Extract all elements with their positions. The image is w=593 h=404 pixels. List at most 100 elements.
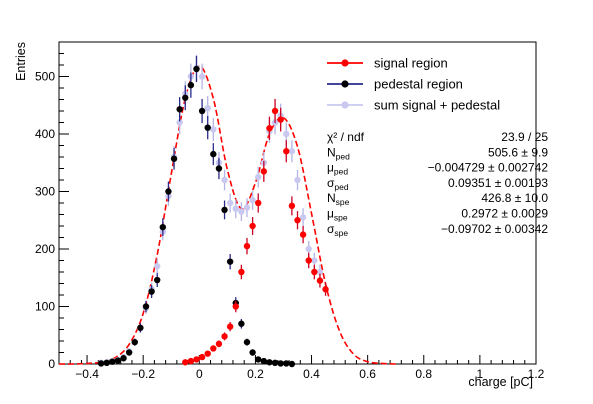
x-tick-label: 0 bbox=[196, 367, 203, 381]
stats-param-name: σped bbox=[327, 176, 349, 192]
data-point bbox=[266, 125, 273, 132]
stats-row: σped 0.09351 ± 0.00193 bbox=[327, 176, 548, 192]
x-tick-label: −0.2 bbox=[131, 367, 155, 381]
data-point bbox=[238, 320, 245, 327]
x-tick-label: −0.4 bbox=[75, 367, 99, 381]
stats-param-name: σspe bbox=[327, 222, 348, 238]
x-tick-label: 0.4 bbox=[303, 367, 320, 381]
stats-row: χ² / ndf 23.9 / 25 bbox=[327, 130, 548, 144]
data-point bbox=[316, 277, 324, 284]
fit-stats-box: χ² / ndf 23.9 / 25 Nped 505.6 ± 9.9 μped −0.0… bbox=[327, 130, 548, 238]
y-tick-label: 500 bbox=[35, 70, 55, 84]
data-point bbox=[170, 155, 178, 162]
data-point bbox=[176, 106, 183, 113]
stats-param-value: 0.2972 ± 0.0029 bbox=[461, 207, 548, 221]
stats-param-value: 505.6 ± 9.9 bbox=[488, 145, 548, 159]
data-point bbox=[103, 359, 110, 367]
data-point bbox=[255, 356, 262, 363]
data-point bbox=[299, 231, 307, 238]
data-point bbox=[277, 116, 284, 123]
legend: signal region pedestal region sum signal +… bbox=[327, 56, 500, 113]
data-point bbox=[255, 173, 262, 181]
data-point bbox=[114, 357, 122, 364]
data-point bbox=[210, 150, 217, 158]
data-point bbox=[154, 276, 161, 284]
stats-row: Nspe 426.8 ± 10.0 bbox=[327, 191, 548, 207]
data-point bbox=[198, 353, 206, 361]
legend-entry: pedestal region bbox=[327, 77, 463, 92]
series-sum-signal-pedestal bbox=[97, 54, 324, 367]
data-point bbox=[182, 94, 189, 101]
data-point bbox=[137, 324, 144, 331]
x-tick-label: 0.2 bbox=[247, 367, 264, 381]
data-point bbox=[215, 340, 223, 348]
legend-label: sum signal + pedestal bbox=[374, 98, 500, 113]
data-point bbox=[288, 360, 296, 368]
data-point bbox=[187, 81, 195, 89]
legend-entry: signal region bbox=[327, 56, 448, 71]
stats-param-value: −0.004729 ± 0.002742 bbox=[428, 161, 549, 175]
y-tick-labels: 0 100 200 300 400 500 bbox=[35, 70, 55, 372]
axis-ticks bbox=[59, 41, 537, 365]
data-point bbox=[288, 148, 296, 155]
data-point bbox=[221, 333, 228, 340]
legend-marker bbox=[341, 80, 349, 88]
data-point bbox=[322, 286, 329, 293]
data-point bbox=[249, 349, 256, 356]
data-point bbox=[109, 358, 116, 365]
data-point bbox=[243, 242, 251, 250]
data-point bbox=[159, 223, 167, 231]
data-point bbox=[215, 165, 223, 172]
stats-param-name: μspe bbox=[327, 207, 348, 223]
data-point bbox=[210, 345, 217, 352]
y-tick-label: 300 bbox=[35, 185, 55, 199]
data-point bbox=[305, 245, 312, 253]
series-pedestal-region bbox=[97, 56, 296, 368]
data-point bbox=[204, 104, 211, 112]
data-point bbox=[249, 222, 256, 230]
data-point bbox=[243, 338, 251, 346]
stats-param-value: 426.8 ± 10.0 bbox=[481, 191, 548, 205]
data-point bbox=[193, 65, 200, 73]
x-axis-label: charge [pC] bbox=[468, 375, 533, 389]
data-point bbox=[255, 199, 262, 207]
series-signal-region bbox=[182, 98, 329, 366]
stats-param-name: Nped bbox=[327, 145, 350, 161]
legend-label: signal region bbox=[374, 56, 448, 71]
data-point bbox=[283, 360, 290, 367]
data-point bbox=[305, 257, 312, 264]
stats-param-name: μped bbox=[327, 161, 348, 177]
data-point bbox=[221, 176, 228, 184]
stats-row: σspe −0.09702 ± 0.00342 bbox=[327, 222, 548, 238]
data-point bbox=[283, 148, 290, 155]
data-point bbox=[182, 359, 189, 366]
data-point bbox=[238, 208, 245, 215]
stats-param-value: −0.09702 ± 0.00342 bbox=[441, 222, 548, 236]
data-point bbox=[204, 124, 211, 131]
data-point bbox=[299, 214, 307, 221]
data-point bbox=[125, 349, 133, 356]
data-point bbox=[193, 356, 200, 363]
y-tick-label: 100 bbox=[35, 300, 55, 314]
stats-param-value: 0.09351 ± 0.00193 bbox=[448, 176, 548, 190]
data-point bbox=[210, 126, 217, 133]
data-point bbox=[294, 217, 301, 224]
legend-label: pedestal region bbox=[374, 77, 463, 92]
legend-marker bbox=[341, 101, 349, 109]
data-point bbox=[316, 268, 324, 276]
data-point bbox=[232, 205, 239, 212]
fit-curve bbox=[58, 65, 396, 365]
data-series bbox=[97, 54, 329, 368]
data-point bbox=[260, 357, 268, 365]
stats-param-value: 23.9 / 25 bbox=[501, 130, 548, 144]
data-point bbox=[198, 107, 206, 115]
data-point bbox=[243, 204, 251, 211]
data-point bbox=[97, 360, 105, 367]
data-point bbox=[187, 357, 195, 365]
data-point bbox=[198, 73, 206, 80]
data-point bbox=[131, 338, 138, 346]
plot-frame bbox=[58, 41, 537, 365]
x-tick-labels: −0.4 −0.2 0 0.2 0.4 0.6 0.8 1 1.2 bbox=[75, 367, 544, 381]
stats-row: μspe 0.2972 ± 0.0029 bbox=[327, 207, 548, 223]
